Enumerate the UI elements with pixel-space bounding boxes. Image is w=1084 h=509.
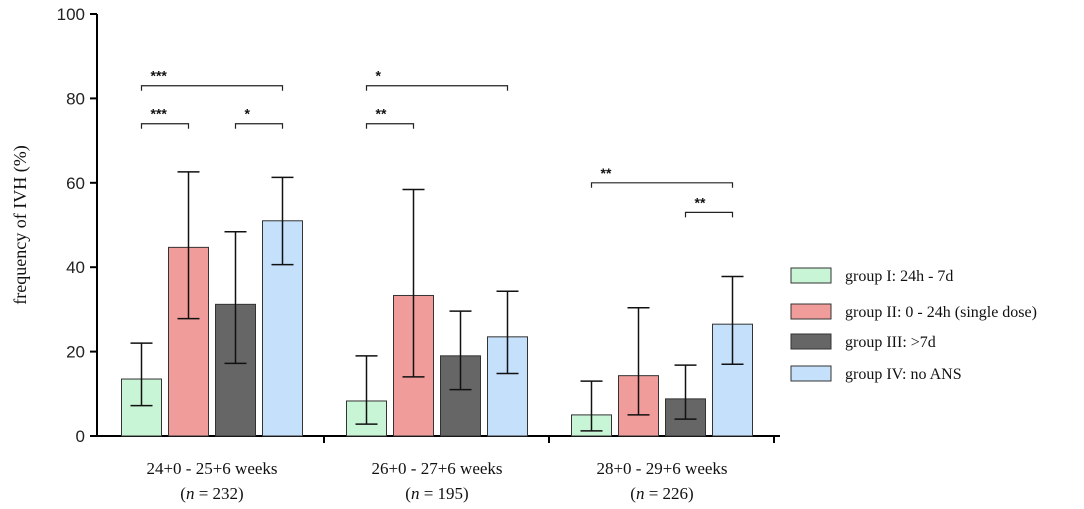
bars: [121, 171, 753, 437]
category-label: 24+0 - 25+6 weeks: [146, 459, 277, 478]
legend: group I: 24h - 7d group II: 0 - 24h (sing…: [790, 267, 1037, 383]
significance-label: **: [601, 165, 612, 181]
y-tick-label: 80: [66, 89, 85, 108]
category-n-label: (n = 232): [180, 484, 243, 503]
legend-swatch: [790, 267, 832, 284]
x-tick-labels: 24+0 - 25+6 weeks (n = 232) 26+0 - 27+6 we…: [146, 459, 727, 503]
legend-label: group IV: no ANS: [845, 366, 962, 383]
bar: [262, 220, 303, 437]
legend-swatch: [790, 365, 832, 382]
significance-brackets: ****** ********: [140, 68, 734, 218]
significance-bracket: [590, 182, 734, 188]
significance-label: *: [245, 106, 251, 122]
category-n-label: (n = 195): [405, 484, 468, 503]
y-axis-label: frequency of IVH (%): [10, 145, 31, 304]
significance-label: *: [376, 68, 382, 84]
significance-bracket: [365, 123, 415, 129]
significance-bracket: [140, 85, 284, 91]
significance-bracket: [684, 211, 734, 218]
category-n-label: (n = 226): [630, 484, 693, 503]
significance-bracket: [365, 85, 509, 91]
y-tick-label: 0: [76, 427, 85, 446]
legend-label: group III: >7d: [845, 334, 936, 351]
y-tick-label: 60: [66, 174, 85, 193]
legend-label: group I: 24h - 7d: [845, 268, 953, 285]
legend-label: group II: 0 - 24h (single dose): [845, 304, 1037, 321]
y-tick-label: 40: [66, 258, 85, 277]
significance-bracket: [234, 123, 284, 129]
significance-label: ***: [151, 106, 168, 122]
y-tick-label: 100: [57, 5, 85, 24]
significance-label: **: [695, 194, 706, 210]
significance-label: **: [376, 106, 387, 122]
significance-label: ***: [151, 68, 168, 84]
significance-bracket: [140, 123, 190, 129]
legend-swatch: [790, 333, 832, 350]
legend-swatch: [790, 303, 832, 320]
category-label: 26+0 - 27+6 weeks: [371, 459, 502, 478]
y-tick-label: 20: [66, 343, 85, 362]
category-label: 28+0 - 29+6 weeks: [596, 459, 727, 478]
